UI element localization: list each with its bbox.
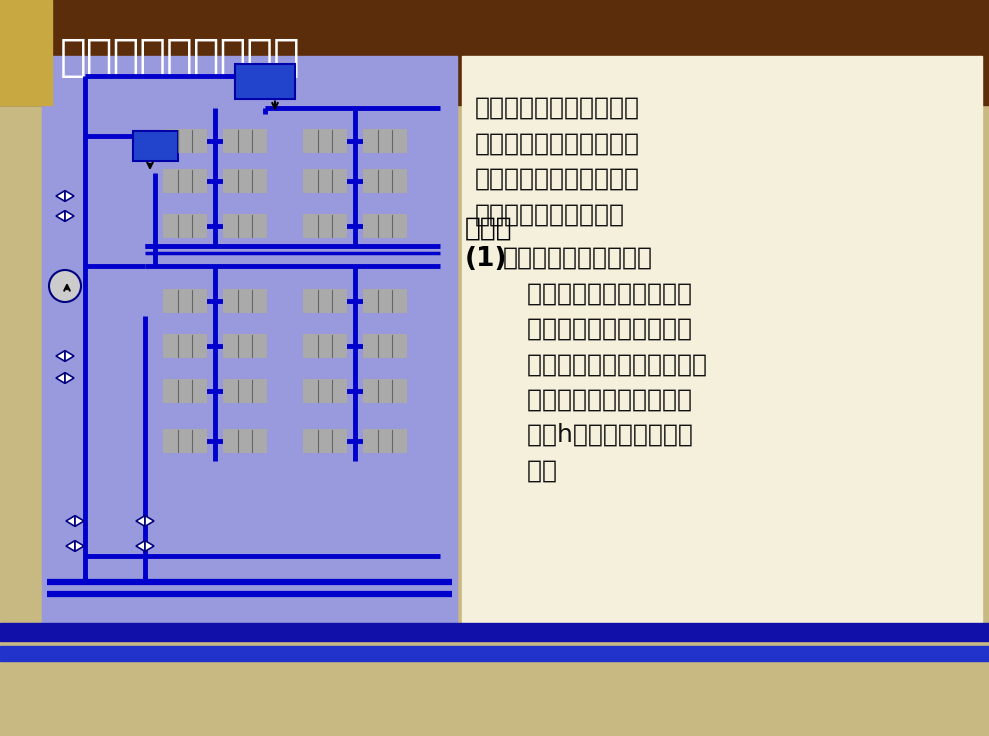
- Bar: [364, 380, 406, 402]
- Polygon shape: [75, 516, 84, 526]
- Bar: [164, 130, 206, 152]
- Text: 特点：: 特点：: [465, 216, 512, 242]
- Text: (1): (1): [465, 246, 507, 272]
- Bar: [0, 0, 52, 105]
- Text: 上层系统与外网直接连
   接。当外网供水压力低于
   高层建筑静水压力时，在
   用户供水管上加设加压泵。
   利用进、回水箱两个水位
   高差h进行: 上层系统与外网直接连 接。当外网供水压力低于 高层建筑静水压力时，在 用户供水管…: [503, 246, 707, 482]
- Bar: [164, 215, 206, 237]
- Polygon shape: [65, 210, 74, 222]
- Bar: [304, 380, 346, 402]
- Bar: [224, 430, 266, 452]
- Bar: [164, 290, 206, 312]
- Circle shape: [49, 270, 81, 302]
- Polygon shape: [56, 372, 65, 383]
- Bar: [224, 335, 266, 357]
- Bar: [224, 290, 266, 312]
- Bar: [364, 335, 406, 357]
- Bar: [164, 380, 206, 402]
- Polygon shape: [56, 210, 65, 222]
- Bar: [304, 335, 346, 357]
- Bar: [304, 170, 346, 192]
- Bar: [164, 170, 206, 192]
- Bar: [0, 646, 989, 661]
- Bar: [224, 170, 266, 192]
- Bar: [364, 170, 406, 192]
- Polygon shape: [65, 191, 74, 202]
- Text: 外网供水温度较低，使用
热交换器所需面积过大而
不经济时，可考虑采用双
水箱分层式供暖系统。: 外网供水温度较低，使用 热交换器所需面积过大而 不经济时，可考虑采用双 水箱分层…: [475, 96, 640, 226]
- Text: 一、分层式供暖系统: 一、分层式供暖系统: [60, 37, 301, 79]
- Bar: [164, 430, 206, 452]
- Bar: [304, 430, 346, 452]
- Polygon shape: [145, 541, 154, 551]
- Bar: [304, 215, 346, 237]
- Polygon shape: [65, 350, 74, 361]
- Polygon shape: [75, 541, 84, 551]
- Bar: [0, 0, 989, 105]
- Bar: [462, 56, 982, 626]
- Bar: [164, 335, 206, 357]
- Polygon shape: [66, 516, 75, 526]
- Polygon shape: [65, 372, 74, 383]
- Bar: [235, 63, 295, 99]
- Bar: [224, 215, 266, 237]
- Bar: [304, 290, 346, 312]
- Polygon shape: [66, 541, 75, 551]
- Polygon shape: [136, 516, 145, 526]
- Polygon shape: [145, 516, 154, 526]
- Bar: [304, 130, 346, 152]
- Bar: [133, 131, 177, 161]
- Polygon shape: [136, 541, 145, 551]
- Bar: [42, 56, 457, 626]
- Bar: [224, 380, 266, 402]
- Bar: [364, 130, 406, 152]
- Polygon shape: [56, 350, 65, 361]
- Bar: [0, 623, 989, 641]
- Bar: [364, 290, 406, 312]
- Bar: [364, 430, 406, 452]
- Bar: [224, 130, 266, 152]
- Polygon shape: [56, 191, 65, 202]
- Bar: [364, 215, 406, 237]
